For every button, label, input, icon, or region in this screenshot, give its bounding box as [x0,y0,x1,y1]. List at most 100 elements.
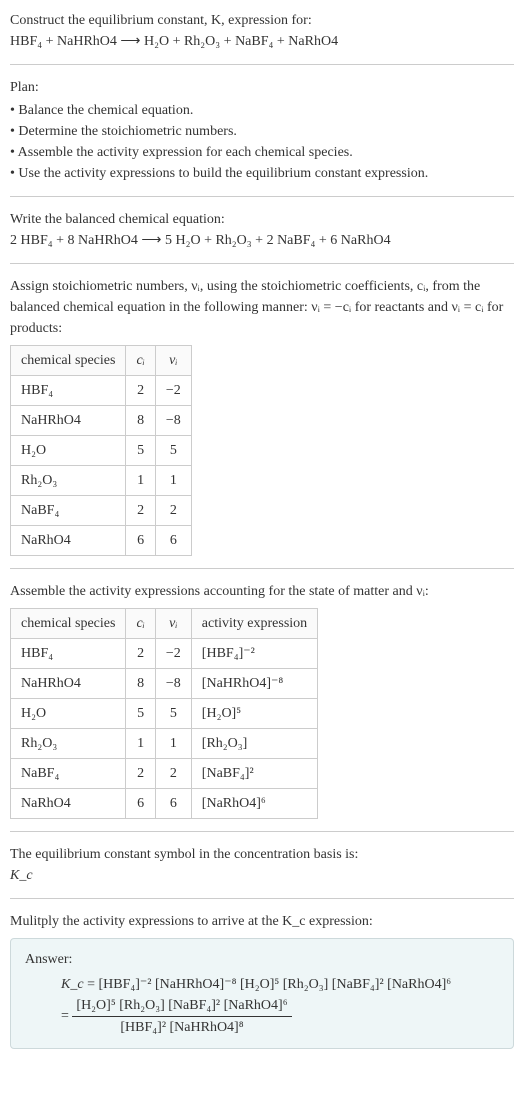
kc-symbol-section: The equilibrium constant symbol in the c… [10,844,514,886]
cell-ci: 6 [126,526,155,556]
cell-species: HBF₄ [11,376,126,406]
cell-vi: 5 [155,699,191,729]
stoich-section: Assign stoichiometric numbers, νᵢ, using… [10,276,514,556]
table-row: Rh₂O₃11[Rh₂O₃] [11,729,318,759]
cell-species: NaHRhO4 [11,669,126,699]
balanced-title: Write the balanced chemical equation: [10,209,514,230]
table-row: HBF₄2−2 [11,376,192,406]
divider [10,263,514,264]
balanced-section: Write the balanced chemical equation: 2 … [10,209,514,251]
cell-vi: 2 [155,759,191,789]
cell-activity: [H₂O]⁵ [191,699,317,729]
cell-ci: 2 [126,759,155,789]
cell-ci: 2 [126,376,155,406]
cell-species: NaRhO4 [11,789,126,819]
header-ci-text: cᵢ [136,616,144,631]
header-vi: νᵢ [155,346,191,376]
cell-vi: −2 [155,639,191,669]
cell-ci: 2 [126,639,155,669]
table-row: NaRhO466 [11,526,192,556]
answer-flat-line: K_c = [HBF₄]⁻² [NaHRhO4]⁻⁸ [H₂O]⁵ [Rh₂O₃… [25,974,499,995]
cell-vi: 1 [155,729,191,759]
stoich-table: chemical species cᵢ νᵢ HBF₄2−2 NaHRhO48−… [10,345,192,556]
cell-species: HBF₄ [11,639,126,669]
header-vi-text: νᵢ [169,353,177,368]
activity-table: chemical species cᵢ νᵢ activity expressi… [10,608,318,819]
cell-vi: −2 [155,376,191,406]
cell-vi: −8 [155,669,191,699]
answer-lhs: K_c [61,977,84,992]
answer-numerator: [H₂O]⁵ [Rh₂O₃] [NaBF₄]² [NaRhO4]⁶ [72,995,291,1017]
plan-item: Assemble the activity expression for eac… [10,142,514,163]
balanced-equation: 2 HBF₄ + 8 NaHRhO4 ⟶ 5 H₂O + Rh₂O₃ + 2 N… [10,230,514,251]
cell-vi: 2 [155,496,191,526]
divider [10,831,514,832]
intro-equation: HBF₄ + NaHRhO4 ⟶ H₂O + Rh₂O₃ + NaBF₄ + N… [10,31,514,52]
cell-activity: [NaRhO4]⁶ [191,789,317,819]
kc-symbol-line2: K_c [10,865,514,886]
header-activity: activity expression [191,609,317,639]
header-species: chemical species [11,609,126,639]
cell-ci: 1 [126,466,155,496]
stoich-intro: Assign stoichiometric numbers, νᵢ, using… [10,276,514,339]
divider [10,64,514,65]
cell-ci: 1 [126,729,155,759]
table-header-row: chemical species cᵢ νᵢ [11,346,192,376]
kc-symbol-line1: The equilibrium constant symbol in the c… [10,844,514,865]
cell-ci: 5 [126,436,155,466]
cell-species: NaBF₄ [11,759,126,789]
header-ci-text: cᵢ [136,353,144,368]
header-vi-text: νᵢ [169,616,177,631]
intro-line1: Construct the equilibrium constant, K, e… [10,10,514,31]
cell-species: Rh₂O₃ [11,729,126,759]
cell-activity: [Rh₂O₃] [191,729,317,759]
cell-activity: [NaBF₄]² [191,759,317,789]
answer-flat: = [HBF₄]⁻² [NaHRhO4]⁻⁸ [H₂O]⁵ [Rh₂O₃] [N… [87,977,451,992]
answer-denominator: [HBF₄]² [NaHRhO4]⁸ [72,1017,291,1038]
cell-species: H₂O [11,436,126,466]
plan-title: Plan: [10,77,514,98]
table-header-row: chemical species cᵢ νᵢ activity expressi… [11,609,318,639]
activity-intro: Assemble the activity expressions accoun… [10,581,514,602]
header-vi: νᵢ [155,609,191,639]
multiply-intro: Mulitply the activity expressions to arr… [10,911,514,932]
header-ci: cᵢ [126,346,155,376]
answer-title: Answer: [25,949,499,970]
cell-species: NaBF₄ [11,496,126,526]
plan-section: Plan: Balance the chemical equation. Det… [10,77,514,184]
header-ci: cᵢ [126,609,155,639]
plan-item: Determine the stoichiometric numbers. [10,121,514,142]
cell-vi: 6 [155,789,191,819]
cell-species: NaRhO4 [11,526,126,556]
cell-ci: 6 [126,789,155,819]
cell-species: NaHRhO4 [11,406,126,436]
cell-ci: 8 [126,669,155,699]
cell-activity: [NaHRhO4]⁻⁸ [191,669,317,699]
table-row: Rh₂O₃11 [11,466,192,496]
cell-vi: 6 [155,526,191,556]
cell-species: Rh₂O₃ [11,466,126,496]
table-row: NaRhO466[NaRhO4]⁶ [11,789,318,819]
equals-sign: = [61,1009,72,1024]
divider [10,196,514,197]
header-species: chemical species [11,346,126,376]
cell-ci: 2 [126,496,155,526]
cell-activity: [HBF₄]⁻² [191,639,317,669]
plan-list: Balance the chemical equation. Determine… [10,100,514,184]
table-row: NaBF₄22[NaBF₄]² [11,759,318,789]
cell-vi: 1 [155,466,191,496]
plan-item: Balance the chemical equation. [10,100,514,121]
cell-vi: −8 [155,406,191,436]
cell-species: H₂O [11,699,126,729]
table-row: NaHRhO48−8 [11,406,192,436]
cell-ci: 8 [126,406,155,436]
table-row: NaHRhO48−8[NaHRhO4]⁻⁸ [11,669,318,699]
answer-fraction-line: = [H₂O]⁵ [Rh₂O₃] [NaBF₄]² [NaRhO4]⁶ [HBF… [25,995,499,1038]
intro-section: Construct the equilibrium constant, K, e… [10,10,514,52]
multiply-section: Mulitply the activity expressions to arr… [10,911,514,1049]
cell-vi: 5 [155,436,191,466]
activity-section: Assemble the activity expressions accoun… [10,581,514,819]
table-row: H₂O55 [11,436,192,466]
table-row: HBF₄2−2[HBF₄]⁻² [11,639,318,669]
answer-box: Answer: K_c = [HBF₄]⁻² [NaHRhO4]⁻⁸ [H₂O]… [10,938,514,1049]
